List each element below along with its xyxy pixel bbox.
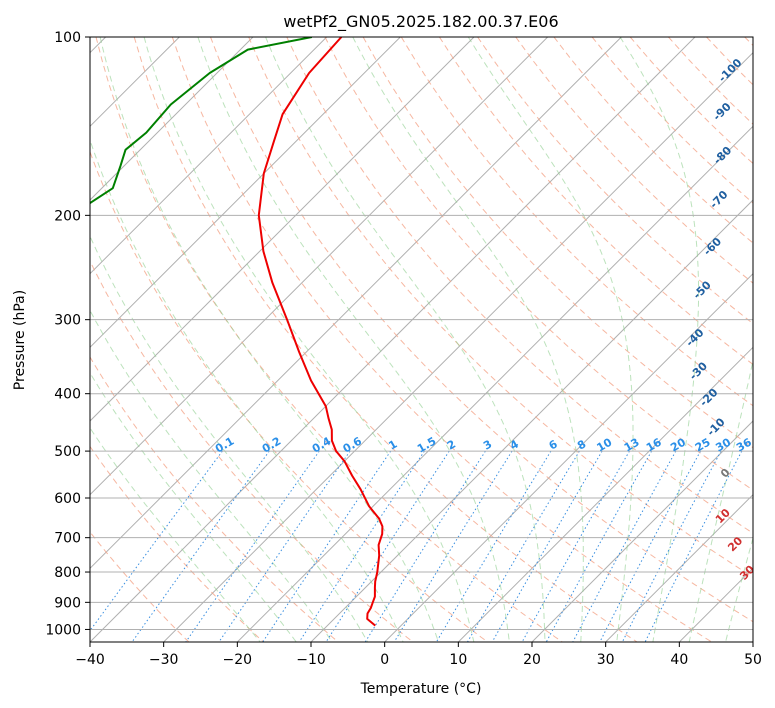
isotherm-line — [90, 37, 696, 642]
x-tick-label: 50 — [744, 652, 762, 668]
dry-adiabat — [95, 37, 563, 642]
dry-adiabat — [90, 259, 414, 642]
mixing-ratio-line — [90, 450, 223, 632]
mixing-ratio-line — [521, 450, 630, 642]
mixing-ratio-line — [185, 450, 320, 642]
x-tick-label: −30 — [149, 652, 179, 668]
moist-adiabat — [90, 309, 333, 642]
dewpoint-profile — [90, 37, 313, 205]
y-axis: 100 200 300 400 500 600 700 800 900 1000 — [45, 30, 90, 638]
x-tick-label: −20 — [223, 652, 253, 668]
dry-adiabat — [90, 150, 488, 642]
moist-adiabat — [352, 37, 584, 642]
y-tick-label: 100 — [54, 30, 81, 46]
isotherm-line — [90, 37, 549, 496]
dry-adiabat — [248, 37, 753, 578]
moist-adiabat — [90, 138, 404, 642]
x-tick-label: 20 — [523, 652, 541, 668]
mixing-ratio-line — [298, 450, 425, 642]
isotherm-line — [90, 37, 328, 275]
mixing-ratio-label: 36 — [734, 435, 754, 454]
mixing-ratio-line — [262, 450, 392, 642]
y-tick-label: 700 — [54, 531, 81, 547]
isotherm-line — [752, 641, 753, 642]
mixing-ratio-line — [218, 450, 351, 642]
plot-background — [90, 37, 753, 642]
x-tick-label: 40 — [670, 652, 688, 668]
dry-adiabat — [477, 37, 753, 325]
x-axis: −40 −30 −20 −10 0 10 20 30 40 50 — [75, 642, 762, 668]
isotherm-line — [90, 37, 401, 349]
moist-adiabat — [90, 427, 261, 642]
moist-adiabat — [619, 37, 699, 642]
pressure-gridlines — [90, 37, 753, 630]
moist-adiabat — [725, 536, 753, 642]
y-tick-label: 800 — [54, 565, 81, 581]
dry-adiabat — [171, 37, 712, 642]
y-tick-label: 400 — [54, 387, 81, 403]
x-tick-label: 30 — [597, 652, 615, 668]
isotherm-line — [163, 51, 753, 642]
y-tick-label: 500 — [54, 444, 81, 460]
chart-title: wetPf2_GN05.2025.182.00.37.E06 — [283, 12, 558, 32]
mixing-ratio-line — [621, 450, 722, 642]
dry-adiabat — [90, 445, 264, 642]
dry-adiabat — [438, 37, 753, 366]
y-axis-title: Pressure (hPa) — [12, 290, 28, 390]
isotherm-line — [457, 346, 753, 642]
sounding-profiles — [90, 37, 384, 627]
isotherm-line — [90, 37, 622, 570]
moist-adiabat — [90, 235, 369, 642]
x-tick-label: 10 — [449, 652, 467, 668]
dry-adiabat — [133, 37, 638, 642]
moist-adiabat — [99, 37, 439, 642]
dry-adiabat-label: 40 — [754, 590, 774, 610]
moist-adiabat — [90, 371, 297, 642]
dry-adiabat — [90, 356, 339, 642]
isotherm-line — [236, 125, 753, 642]
isotherm-line — [90, 37, 475, 422]
mixing-ratio-line — [545, 450, 653, 642]
plot-frame — [89, 36, 754, 643]
x-tick-label: −40 — [75, 652, 105, 668]
y-tick-label: 300 — [54, 313, 81, 329]
isotherm-line — [605, 493, 753, 642]
y-tick-label: 200 — [54, 208, 81, 224]
background-guide-lines — [90, 37, 753, 642]
isotherm-line — [384, 272, 753, 642]
isotherm-line — [531, 420, 753, 642]
dry-adiabat — [210, 37, 753, 623]
isotherm-line — [90, 37, 254, 201]
dry-adiabat — [286, 37, 753, 534]
temperature-profile — [257, 37, 384, 627]
mixing-ratio-line — [644, 450, 743, 642]
dry-adiabat — [324, 37, 753, 491]
x-axis-title: Temperature (°C) — [360, 681, 482, 697]
mixing-ratio-line — [599, 450, 701, 642]
moist-adiabat — [265, 37, 546, 642]
moist-adiabat — [143, 37, 475, 642]
mixing-ratio-line — [572, 450, 677, 642]
mixing-ratio-line — [393, 450, 513, 642]
y-tick-label: 900 — [54, 595, 81, 611]
y-tick-label: 600 — [54, 491, 81, 507]
x-tick-label: −10 — [296, 652, 326, 668]
mixing-ratio-line — [491, 450, 603, 642]
moist-adiabat — [688, 358, 753, 642]
y-tick-label: 1000 — [45, 622, 81, 638]
x-tick-label: 0 — [380, 652, 389, 668]
